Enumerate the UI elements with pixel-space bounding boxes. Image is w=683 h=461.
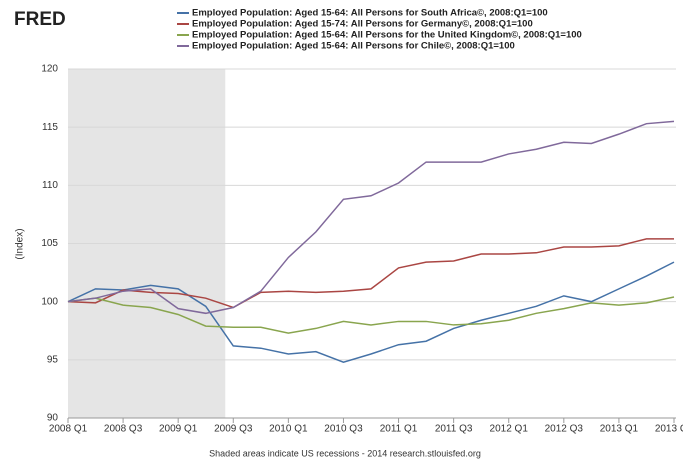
legend-label: Employed Population: Aged 15-64: All Per… [192, 30, 582, 41]
y-tick-label: 95 [47, 354, 59, 365]
y-tick-label: 105 [41, 238, 58, 249]
y-axis-label: (Index) [15, 228, 26, 259]
legend: Employed Population: Aged 15-64: All Per… [177, 8, 582, 52]
series-line [67, 296, 675, 334]
footer: Shaded areas indicate US recessions - 20… [209, 448, 481, 458]
legend-label: Employed Population: Aged 15-64: All Per… [192, 41, 515, 52]
x-tick-label: 2013 Q1 [600, 424, 639, 435]
x-tick-label: 2011 Q1 [380, 424, 418, 435]
x-tick-label: 2012 Q3 [545, 424, 584, 435]
x-tick-label: 2009 Q3 [214, 424, 253, 435]
y-tick-label: 100 [41, 296, 58, 307]
x-tick-label: 2008 Q1 [49, 424, 88, 435]
x-tick-label: 2011 Q3 [435, 424, 473, 435]
x-tick-label: 2009 Q1 [159, 424, 198, 435]
x-tick-label: 2012 Q1 [490, 424, 529, 435]
y-tick-label: 120 [41, 64, 58, 75]
logo: FRED [14, 9, 66, 30]
legend-label: Employed Population: Aged 15-74: All Per… [192, 19, 533, 30]
series-line [67, 261, 675, 363]
y-tick-label: 90 [47, 413, 59, 424]
x-tick-label: 2010 Q1 [269, 424, 308, 435]
series-line [67, 238, 674, 309]
x-tick-label: 2010 Q3 [324, 424, 363, 435]
y-tick-label: 115 [42, 122, 58, 133]
series-line [67, 120, 675, 315]
x-tick-label: 2008 Q3 [104, 424, 143, 435]
x-tick-label: 2013 Q3 [655, 424, 683, 435]
y-tick-label: 110 [42, 180, 58, 191]
legend-label: Employed Population: Aged 15-64: All Per… [192, 8, 548, 19]
